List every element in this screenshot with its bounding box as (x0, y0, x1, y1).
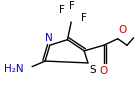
Text: O: O (100, 66, 108, 76)
Text: F: F (69, 1, 75, 11)
Text: N: N (45, 33, 53, 43)
Text: F: F (59, 5, 65, 15)
Text: F: F (81, 13, 87, 23)
Text: H₂N: H₂N (4, 64, 24, 74)
Text: O: O (119, 25, 127, 35)
Text: S: S (90, 65, 96, 75)
